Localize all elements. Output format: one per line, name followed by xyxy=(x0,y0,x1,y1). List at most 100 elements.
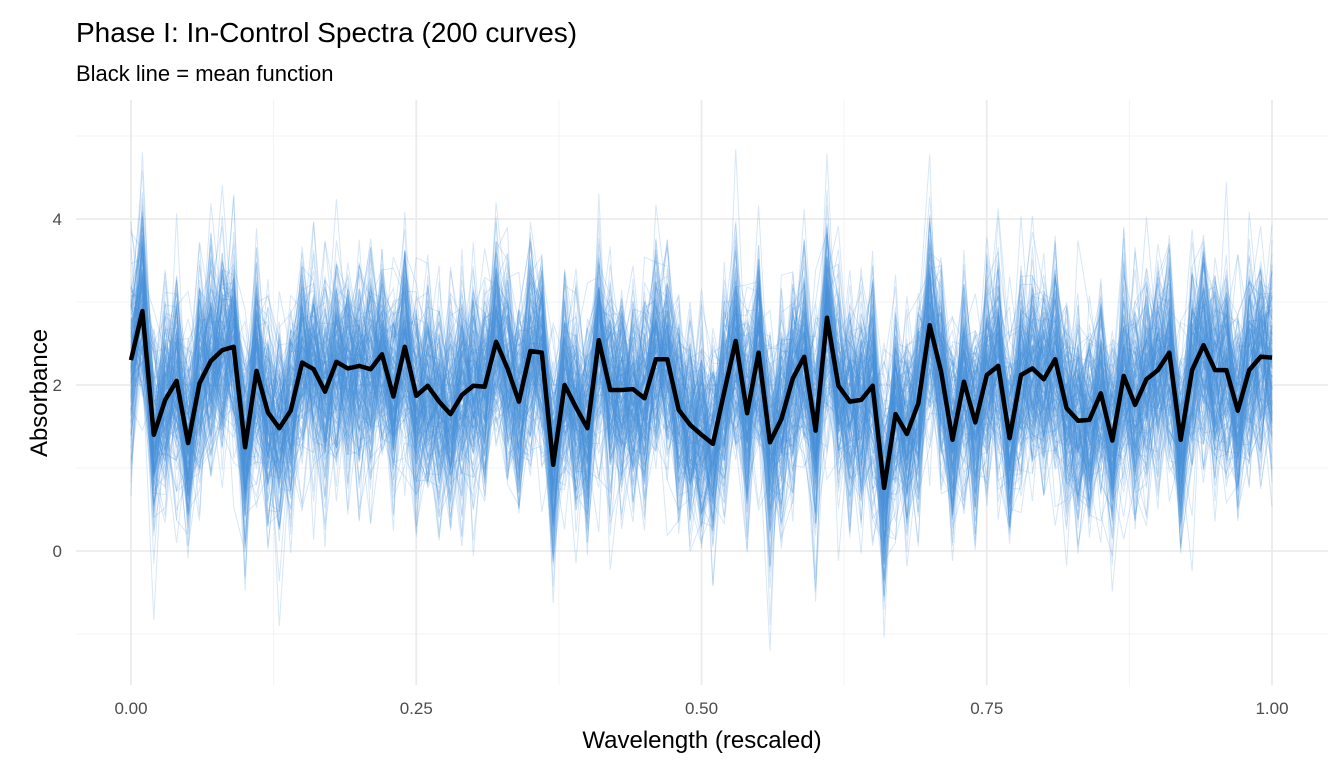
spectrum-curve xyxy=(130,280,1273,556)
spectrum-curve xyxy=(130,256,1273,508)
spectrum-curve xyxy=(130,241,1273,537)
spectrum-curve xyxy=(130,232,1273,577)
spectrum-curve xyxy=(130,194,1273,528)
spectrum-curve xyxy=(130,224,1273,567)
spectrum-curve xyxy=(130,256,1273,572)
spectrum-curve xyxy=(130,216,1273,565)
spectrum-curve xyxy=(130,216,1273,539)
spectrum-curve xyxy=(130,264,1273,556)
spectrum-curve xyxy=(130,243,1273,591)
spectrum-curve xyxy=(130,204,1273,543)
spectrum-curve xyxy=(130,192,1273,499)
spectrum-curve xyxy=(130,240,1273,520)
x-tick-label: 0.75 xyxy=(970,699,1003,718)
spectrum-curve xyxy=(130,221,1273,525)
spectrum-curve xyxy=(130,247,1273,550)
spectrum-curve xyxy=(130,263,1273,548)
spectrum-curve xyxy=(130,239,1273,530)
spectrum-curve xyxy=(130,263,1273,554)
spectrum-curve xyxy=(130,248,1273,566)
spectrum-curve xyxy=(130,215,1273,564)
spectrum-curve xyxy=(130,223,1273,621)
spectrum-curve xyxy=(130,273,1273,556)
spectrum-curve xyxy=(130,266,1273,504)
spectrum-curve xyxy=(130,247,1273,583)
spectrum-curve xyxy=(130,249,1273,602)
spectrum-curve xyxy=(130,274,1273,579)
spectrum-curve xyxy=(130,229,1273,555)
mean-line xyxy=(128,308,1273,491)
spectrum-curve xyxy=(130,240,1273,559)
spectrum-curve xyxy=(130,247,1273,561)
spectrum-curve xyxy=(130,245,1273,550)
spectrum-curve xyxy=(130,240,1273,547)
spectrum-curve xyxy=(130,223,1273,582)
x-tick-labels: 0.00 0.25 0.50 0.75 1.00 xyxy=(114,699,1288,718)
spectrum-curve xyxy=(130,248,1273,522)
spectrum-curve xyxy=(130,239,1273,540)
spectrum-curve xyxy=(130,256,1273,508)
y-tick-label: 2 xyxy=(53,376,62,395)
spectrum-curve xyxy=(130,251,1273,532)
spectrum-curve xyxy=(130,244,1273,481)
spectrum-curve xyxy=(130,269,1273,518)
spectrum-curve xyxy=(130,238,1273,578)
spectrum-curve xyxy=(130,256,1273,549)
chart-subtitle: Black line = mean function xyxy=(76,61,333,86)
spectrum-curve xyxy=(130,260,1273,545)
spectrum-curve xyxy=(130,256,1273,499)
spectrum-curve xyxy=(130,149,1273,587)
spectrum-curve xyxy=(130,278,1273,526)
spectrum-curve xyxy=(130,216,1273,625)
spectrum-curve xyxy=(130,270,1273,523)
spectrum-curve xyxy=(130,264,1273,566)
spectrum-curve xyxy=(130,194,1273,554)
spectrum-curve xyxy=(130,265,1273,538)
spectrum-curve xyxy=(130,240,1273,519)
spectrum-curve xyxy=(130,228,1273,527)
x-tick-label: 1.00 xyxy=(1255,699,1288,718)
chart-title: Phase I: In-Control Spectra (200 curves) xyxy=(76,17,577,48)
spectrum-curve xyxy=(130,254,1273,544)
spectrum-curve xyxy=(130,281,1273,500)
y-tick-label: 0 xyxy=(53,542,62,561)
spectrum-curve xyxy=(130,248,1273,538)
spectrum-curve xyxy=(130,202,1273,557)
spectrum-curve xyxy=(130,226,1273,582)
spectrum-curve xyxy=(130,246,1273,530)
spectrum-curve xyxy=(130,221,1273,542)
spectrum-curve xyxy=(130,196,1273,560)
spectrum-curve xyxy=(130,265,1273,592)
spectrum-curve xyxy=(130,243,1273,549)
spectrum-curve xyxy=(130,240,1273,546)
spectrum-curve xyxy=(130,221,1273,567)
spectrum-curve xyxy=(130,154,1273,520)
spectrum-curve xyxy=(130,271,1273,652)
spectrum-curve xyxy=(130,276,1273,516)
spectrum-curve xyxy=(130,237,1273,552)
spectrum-curve xyxy=(130,254,1273,567)
spectrum-curve xyxy=(130,214,1273,542)
spectrum-curve xyxy=(130,254,1273,587)
spectrum-curve xyxy=(130,242,1273,564)
spectrum-curve xyxy=(130,256,1273,565)
spectrum-curve xyxy=(130,251,1273,528)
spectrum-curve xyxy=(130,238,1273,518)
spectrum-curve xyxy=(130,254,1273,536)
spectrum-curve xyxy=(130,289,1273,589)
spectrum-curve xyxy=(130,269,1273,559)
spectrum-curve xyxy=(130,239,1273,535)
spectrum-curve xyxy=(130,198,1273,519)
spectrum-curve xyxy=(130,242,1273,503)
spectrum-curve xyxy=(130,199,1273,543)
spectrum-curve xyxy=(130,256,1273,549)
spectrum-curve xyxy=(130,221,1273,523)
spectrum-curve xyxy=(130,246,1273,638)
spectrum-curve xyxy=(130,225,1273,541)
spectrum-curve xyxy=(130,222,1273,597)
spectrum-curve xyxy=(130,225,1273,553)
spectrum-curve xyxy=(130,213,1273,585)
spectrum-curve xyxy=(130,244,1273,540)
spectrum-curve xyxy=(130,211,1273,518)
x-axis-label: Wavelength (rescaled) xyxy=(582,727,821,754)
